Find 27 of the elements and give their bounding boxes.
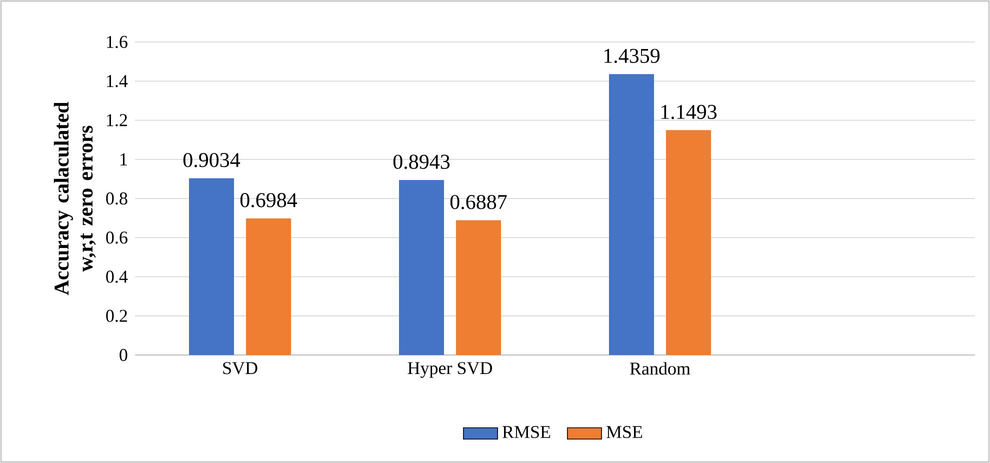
legend-label: RMSE [502,426,550,438]
bar [609,74,654,355]
y-tick-label: 0.8 [106,192,128,205]
bar [399,180,444,355]
data-label: 1.1493 [661,104,717,120]
y-tick-label: 0.6 [106,232,128,244]
data-label: 1.4359 [604,48,660,64]
bar [456,220,502,355]
y-tick-label: 0 [120,348,128,362]
legend-label: MSE [606,426,642,438]
data-label: 0.9034 [183,152,240,168]
x-tick-label: Hyper SVD [408,362,492,378]
y-axis-title: Accuracy calaculated w,r,t zero errors [54,102,96,296]
data-label: 0.8943 [393,154,450,169]
y-tick-label: 1.2 [107,114,127,126]
bar [189,178,234,355]
y-tick-label: 1.6 [107,36,128,48]
data-label: 0.6984 [240,193,298,208]
y-tick-label: 0.2 [106,310,127,322]
data-label: 0.6887 [450,194,507,210]
bar [246,218,292,355]
x-tick-label: SVD [223,362,258,374]
y-tick-label: 0.4 [106,270,128,283]
bar [666,130,711,355]
y-tick-label: 1.4 [107,75,128,88]
x-tick-label: Random [630,362,690,375]
y-tick-label: 1 [120,153,127,166]
